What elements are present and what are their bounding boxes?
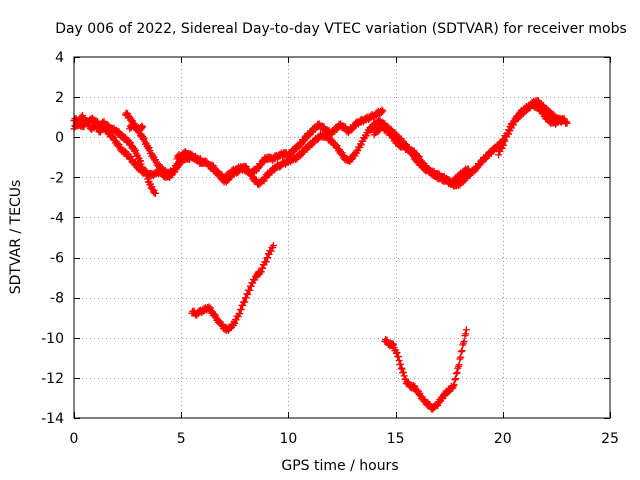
data-point: [395, 357, 403, 365]
data-point: [393, 349, 401, 357]
y-tick-label: -8: [50, 291, 64, 307]
x-tick-label: 15: [387, 431, 405, 447]
data-point: [454, 364, 462, 372]
data-point: [455, 361, 463, 369]
x-tick-label: 20: [494, 431, 512, 447]
data-point: [137, 160, 145, 168]
data-point: [457, 353, 465, 361]
data-point: [357, 141, 365, 149]
data-point: [241, 298, 249, 306]
data-point: [259, 264, 267, 272]
y-tick-label: -2: [50, 170, 64, 186]
data-point: [495, 151, 503, 159]
data-point: [139, 123, 147, 131]
data-point: [400, 372, 408, 380]
y-tick-label: -10: [41, 331, 64, 347]
data-point: [460, 337, 468, 345]
data-point: [450, 381, 458, 389]
x-axis-label: GPS time / hours: [281, 458, 398, 474]
data-point: [379, 107, 387, 115]
series-arc-4: [126, 121, 147, 134]
data-point: [399, 368, 407, 376]
data-point: [454, 363, 462, 371]
y-tick-label: -12: [41, 371, 64, 387]
data-point: [451, 376, 459, 384]
data-point: [347, 155, 355, 163]
data-point: [458, 347, 466, 355]
y-axis-label: SDTVAR / TECUs: [8, 180, 24, 295]
data-point: [378, 106, 386, 114]
x-tick-label: 25: [601, 431, 619, 447]
data-point: [262, 258, 270, 266]
data-point: [151, 189, 159, 197]
data-point: [559, 117, 567, 125]
data-point: [456, 355, 464, 363]
data-point: [500, 141, 508, 149]
data-point: [425, 165, 433, 173]
x-tick-label: 10: [279, 431, 297, 447]
data-point: [457, 348, 465, 356]
data-point: [501, 137, 509, 145]
grid-lines: [74, 57, 610, 418]
axis-ticks: 0 5 10 15 20 25 -14 -12 -10 -8 -6 -4 -2 0 2 4: [41, 50, 619, 447]
data-point: [134, 151, 142, 159]
data-point: [141, 168, 149, 176]
data-point: [389, 340, 397, 348]
data-point: [398, 365, 406, 373]
data-point: [462, 330, 470, 338]
series-arc-8: [495, 96, 567, 159]
chart-title: Day 006 of 2022, Sidereal Day-to-day VTE…: [55, 21, 627, 37]
y-tick-label: 2: [55, 90, 64, 106]
data-point: [397, 360, 405, 368]
data-point: [264, 254, 272, 262]
data-point: [558, 116, 566, 124]
data-points: [70, 96, 571, 413]
data-point: [247, 282, 255, 290]
data-point: [231, 319, 239, 327]
data-point: [462, 326, 470, 334]
y-tick-label: 0: [55, 130, 64, 146]
data-point: [236, 310, 244, 318]
data-point: [449, 382, 457, 390]
data-point: [242, 294, 250, 302]
series-arc-9: [188, 242, 277, 335]
series-arc-7: [370, 100, 571, 190]
data-point: [452, 375, 460, 383]
series-arc-5: [173, 106, 387, 183]
data-point: [269, 242, 277, 250]
y-tick-label: 4: [55, 50, 64, 66]
data-point: [125, 137, 133, 145]
data-point: [453, 369, 461, 377]
data-point: [257, 268, 265, 276]
x-tick-label: 0: [70, 431, 79, 447]
y-tick-label: -6: [50, 251, 64, 267]
data-point: [155, 161, 163, 169]
plot-frame: [73, 56, 611, 419]
series-arc-2: [70, 112, 159, 197]
data-point: [510, 121, 518, 129]
data-point: [237, 305, 245, 313]
data-point: [563, 119, 571, 127]
data-point: [138, 122, 146, 130]
data-point: [244, 290, 252, 298]
data-point: [136, 157, 144, 165]
series-arc-10: [381, 326, 470, 413]
data-point: [246, 286, 254, 294]
data-point: [505, 130, 513, 138]
data-point: [459, 341, 467, 349]
data-point: [327, 135, 335, 143]
x-tick-label: 5: [177, 431, 186, 447]
data-point: [382, 125, 390, 133]
data-point: [452, 370, 460, 378]
data-point: [397, 364, 405, 372]
data-point: [394, 353, 402, 361]
y-tick-label: -4: [50, 210, 64, 226]
data-point: [459, 339, 467, 347]
y-tick-label: -14: [41, 411, 64, 427]
data-point: [125, 151, 133, 159]
data-point: [267, 247, 275, 255]
data-point: [143, 172, 151, 180]
